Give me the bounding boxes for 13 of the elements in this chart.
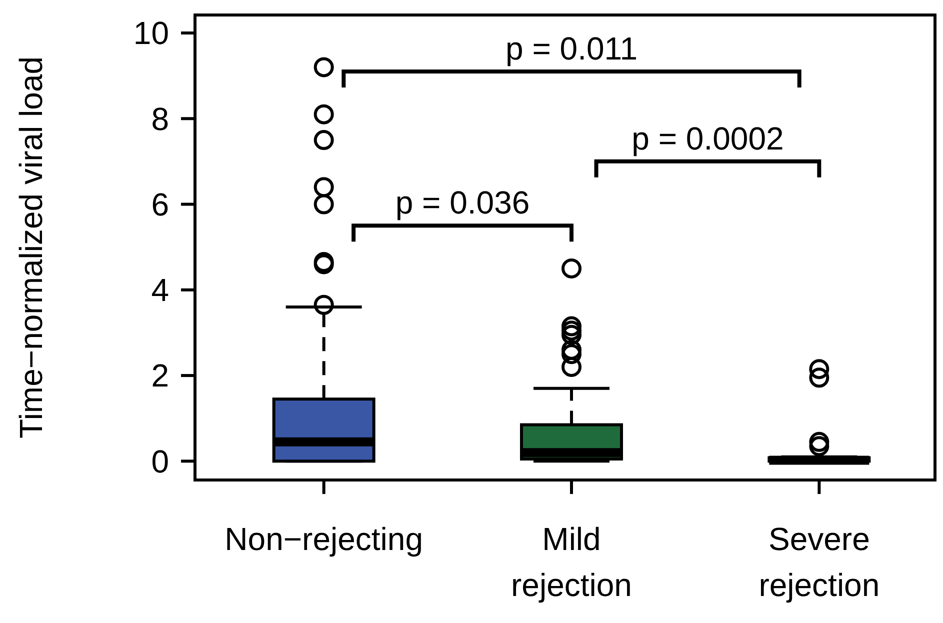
x-tick-label: Non−rejecting xyxy=(224,521,424,557)
annotation: p = 0.036 xyxy=(395,184,530,221)
y-tick-label: 4 xyxy=(151,272,169,308)
x-tick-label: Mild rejection xyxy=(511,521,632,603)
y-tick-label: 8 xyxy=(151,100,169,137)
annotation: p = 0.0002 xyxy=(632,120,784,156)
y-tick-label: 6 xyxy=(151,186,169,222)
y-axis-title: Time−normalized viral load xyxy=(13,56,49,439)
y-tick-label: 0 xyxy=(151,443,169,480)
y-tick-label: 2 xyxy=(151,358,169,394)
annotation: p = 0.011 xyxy=(506,30,638,67)
x-tick-label: Severe rejection xyxy=(758,521,880,603)
y-tick-label: 10 xyxy=(133,15,169,52)
